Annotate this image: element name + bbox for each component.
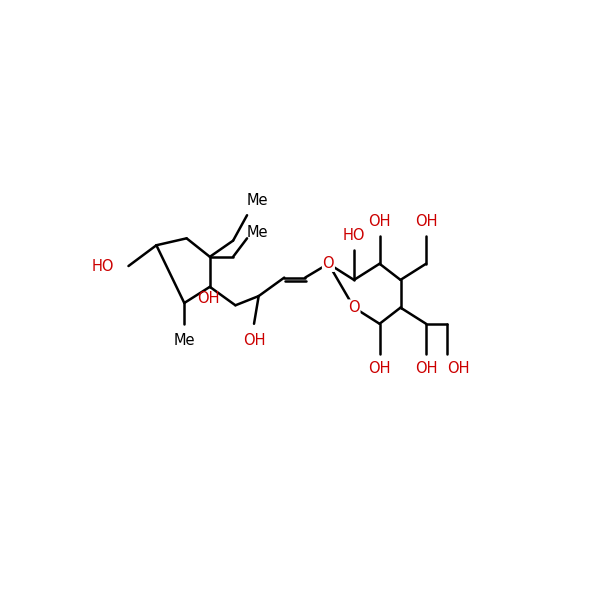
Text: OH: OH xyxy=(368,214,391,229)
Text: OH: OH xyxy=(243,333,265,348)
Text: OH: OH xyxy=(368,361,391,376)
Text: OH: OH xyxy=(197,291,219,306)
Text: Me: Me xyxy=(247,193,269,208)
Text: O: O xyxy=(323,256,334,271)
Text: OH: OH xyxy=(447,361,470,376)
Text: OH: OH xyxy=(415,214,437,229)
Text: Me: Me xyxy=(247,225,269,240)
Text: O: O xyxy=(348,300,360,315)
Text: HO: HO xyxy=(92,259,115,274)
Text: OH: OH xyxy=(415,361,437,376)
Text: Me: Me xyxy=(173,333,195,348)
Text: HO: HO xyxy=(343,228,365,243)
